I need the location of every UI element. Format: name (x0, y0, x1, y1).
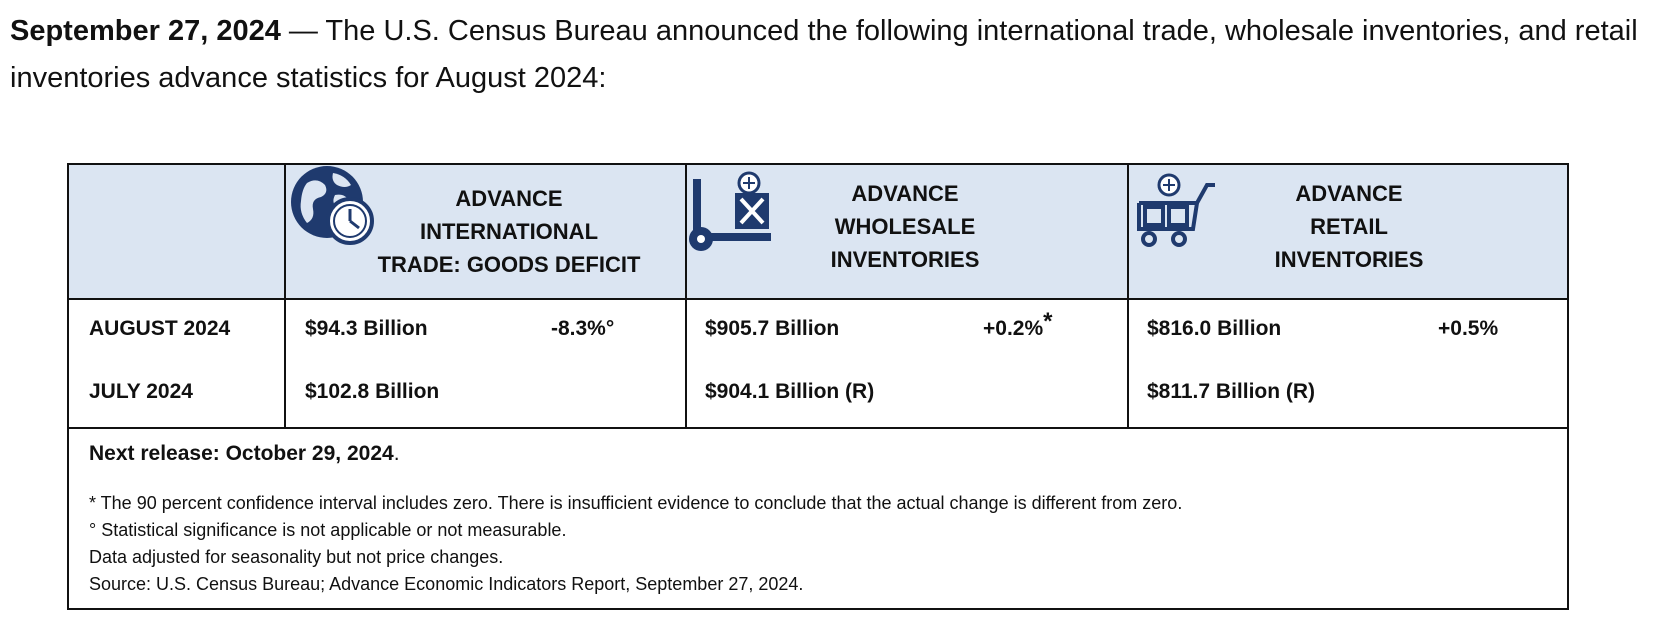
footnote: Data adjusted for seasonality but not pr… (89, 547, 504, 567)
retail-header-line: RETAIL (1310, 214, 1388, 239)
retail-value: $816.0 Billion (1147, 317, 1282, 340)
globe-clock-icon (291, 166, 374, 245)
trade-change: -8.3%° (551, 317, 615, 340)
intro-paragraph: September 27, 2024 — The U.S. Census Bur… (10, 8, 1666, 102)
column-divider (284, 165, 286, 429)
significance-marker: * (1043, 308, 1053, 335)
retail-header: ADVANCE RETAIL INVENTORIES (1149, 177, 1549, 276)
wholesale-value: $904.1 Billion (R) (705, 380, 875, 403)
wholesale-header-line: WHOLESALE (834, 214, 976, 239)
next-release-period: . (393, 442, 400, 465)
column-divider (685, 165, 687, 429)
retail-change: +0.5% (1438, 317, 1499, 340)
row-label: JULY 2024 (89, 380, 193, 403)
footnote: * The 90 percent confidence interval inc… (89, 493, 1183, 513)
intro-text: — The U.S. Census Bureau announced the f… (10, 15, 1638, 94)
footnote: ° Statistical significance is not applic… (89, 520, 567, 540)
trade-value: $102.8 Billion (305, 380, 440, 403)
statistics-table: ADVANCE INTERNATIONAL TRADE: GOODS DEFIC… (67, 163, 1569, 610)
footnote: Source: U.S. Census Bureau; Advance Econ… (89, 574, 804, 594)
wholesale-header-line: ADVANCE (851, 181, 959, 206)
column-divider (1127, 165, 1129, 429)
wholesale-change-value: +0.2% (983, 317, 1044, 340)
wholesale-header-line: INVENTORIES (830, 247, 980, 272)
shopping-cart-boxes-icon (1137, 173, 1215, 247)
row-separator (69, 427, 1567, 429)
retail-value: $811.7 Billion (R) (1147, 380, 1316, 403)
trade-header: ADVANCE INTERNATIONAL TRADE: GOODS DEFIC… (327, 182, 691, 281)
retail-header-line: ADVANCE (1295, 181, 1403, 206)
trade-header-line: TRADE: GOODS DEFICIT (377, 252, 641, 277)
wholesale-change: +0.2%* (983, 310, 1052, 343)
next-release: Next release: October 29, 2024. (89, 442, 400, 466)
wholesale-value: $905.7 Billion (705, 317, 840, 340)
footnotes: * The 90 percent confidence interval inc… (89, 490, 1182, 598)
wholesale-header: ADVANCE WHOLESALE INVENTORIES (705, 177, 1105, 276)
trade-header-line: ADVANCE (455, 186, 563, 211)
row-label: AUGUST 2024 (89, 317, 231, 340)
trade-value: $94.3 Billion (305, 317, 428, 340)
release-date: September 27, 2024 (10, 15, 281, 47)
trade-header-line: INTERNATIONAL (419, 219, 599, 244)
hand-truck-box-icon (689, 171, 771, 251)
retail-header-line: INVENTORIES (1274, 247, 1424, 272)
next-release-label: Next release: October 29, 2024 (89, 442, 394, 465)
